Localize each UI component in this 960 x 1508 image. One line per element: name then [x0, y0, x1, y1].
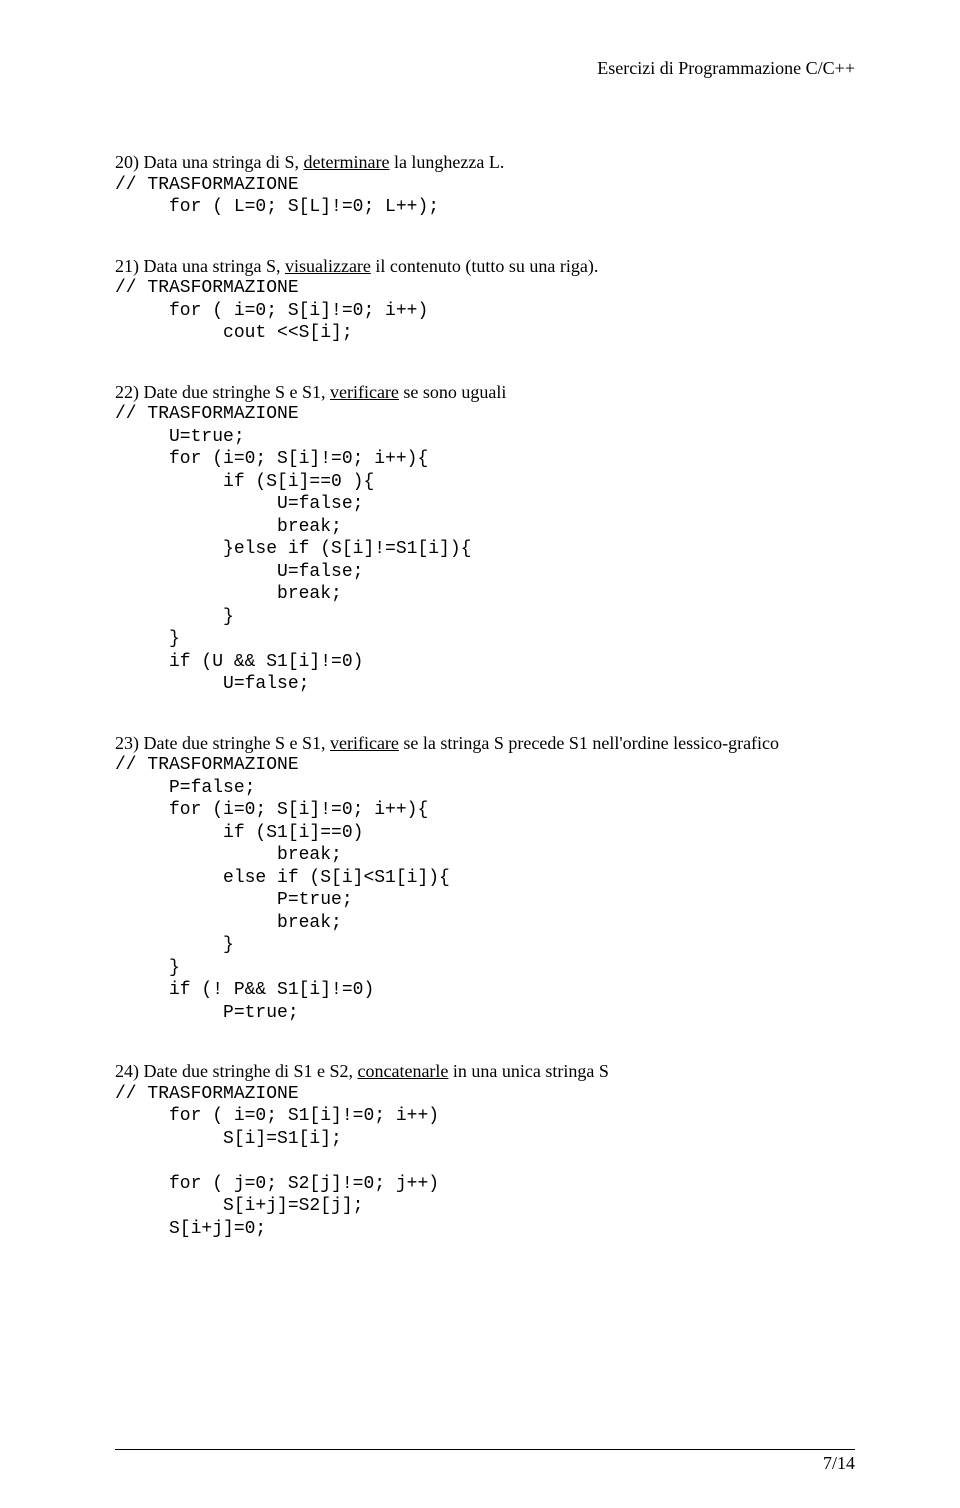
code-line: if (S[i]==0 ){ — [115, 471, 855, 494]
code-line: for (i=0; S[i]!=0; i++){ — [115, 799, 855, 822]
exercise-23-title: 23) Date due stringhe S e S1, verificare… — [115, 732, 855, 755]
code-line: S[i+j]=0; — [115, 1218, 855, 1241]
exercise-21-title: 21) Data una stringa S, visualizzare il … — [115, 255, 855, 278]
code-line: } — [115, 628, 855, 651]
exercise-20-number: 20) — [115, 152, 139, 172]
code-line: // TRASFORMAZIONE — [115, 1083, 855, 1106]
code-line: // TRASFORMAZIONE — [115, 754, 855, 777]
code-line: U=false; — [115, 561, 855, 584]
page-number: 7/14 — [823, 1453, 855, 1474]
code-line: P=true; — [115, 1002, 855, 1025]
code-line: } — [115, 957, 855, 980]
exercise-22-code: // TRASFORMAZIONE U=true; for (i=0; S[i]… — [115, 403, 855, 696]
code-line — [115, 1150, 855, 1173]
exercise-24-keyword: concatenarle — [357, 1061, 448, 1081]
code-line: } — [115, 606, 855, 629]
exercise-20-title: 20) Data una stringa di S, determinare l… — [115, 151, 855, 174]
exercise-22-keyword: verificare — [330, 382, 399, 402]
exercise-22-number: 22) — [115, 382, 139, 402]
code-line: // TRASFORMAZIONE — [115, 277, 855, 300]
exercise-23-text-a: Date due stringhe S e S1, — [144, 733, 330, 753]
code-line: P=false; — [115, 777, 855, 800]
page-header: Esercizi di Programmazione C/C++ — [115, 58, 855, 79]
exercise-21-keyword: visualizzare — [285, 256, 371, 276]
exercise-23-keyword: verificare — [330, 733, 399, 753]
code-line: break; — [115, 912, 855, 935]
exercise-22-text-b: se sono uguali — [399, 382, 507, 402]
code-line: if (U && S1[i]!=0) — [115, 651, 855, 674]
exercise-24-number: 24) — [115, 1061, 139, 1081]
code-line: for ( i=0; S[i]!=0; i++) — [115, 300, 855, 323]
exercise-23: 23) Date due stringhe S e S1, verificare… — [115, 732, 855, 1025]
exercise-21: 21) Data una stringa S, visualizzare il … — [115, 255, 855, 345]
code-line: // TRASFORMAZIONE — [115, 174, 855, 197]
code-line: break; — [115, 516, 855, 539]
exercise-24-title: 24) Date due stringhe di S1 e S2, concat… — [115, 1060, 855, 1083]
code-line: U=false; — [115, 673, 855, 696]
exercise-20-text-b: la lunghezza L. — [389, 152, 504, 172]
code-line: }else if (S[i]!=S1[i]){ — [115, 538, 855, 561]
code-line: for ( i=0; S1[i]!=0; i++) — [115, 1105, 855, 1128]
exercise-23-code: // TRASFORMAZIONE P=false; for (i=0; S[i… — [115, 754, 855, 1024]
code-line: // TRASFORMAZIONE — [115, 403, 855, 426]
footer-rule — [115, 1449, 855, 1450]
code-line: P=true; — [115, 889, 855, 912]
exercise-22: 22) Date due stringhe S e S1, verificare… — [115, 381, 855, 696]
exercise-21-code: // TRASFORMAZIONE for ( i=0; S[i]!=0; i+… — [115, 277, 855, 345]
code-line: U=false; — [115, 493, 855, 516]
code-line: for ( L=0; S[L]!=0; L++); — [115, 196, 855, 219]
exercise-23-text-b: se la stringa S precede S1 nell'ordine l… — [399, 733, 779, 753]
exercise-20: 20) Data una stringa di S, determinare l… — [115, 151, 855, 219]
code-line: break; — [115, 583, 855, 606]
exercise-24-code: // TRASFORMAZIONE for ( i=0; S1[i]!=0; i… — [115, 1083, 855, 1241]
exercise-24-text-b: in una unica stringa S — [448, 1061, 608, 1081]
exercise-20-text-a: Data una stringa di S, — [144, 152, 304, 172]
exercise-20-keyword: determinare — [303, 152, 389, 172]
exercise-24-text-a: Date due stringhe di S1 e S2, — [144, 1061, 358, 1081]
exercise-23-number: 23) — [115, 733, 139, 753]
code-line: } — [115, 934, 855, 957]
exercise-24: 24) Date due stringhe di S1 e S2, concat… — [115, 1060, 855, 1240]
code-line: for ( j=0; S2[j]!=0; j++) — [115, 1173, 855, 1196]
exercise-21-text-a: Data una stringa S, — [144, 256, 285, 276]
code-line: S[i+j]=S2[j]; — [115, 1195, 855, 1218]
code-line: if (! P&& S1[i]!=0) — [115, 979, 855, 1002]
code-line: cout <<S[i]; — [115, 322, 855, 345]
exercise-22-title: 22) Date due stringhe S e S1, verificare… — [115, 381, 855, 404]
code-line: U=true; — [115, 426, 855, 449]
code-line: if (S1[i]==0) — [115, 822, 855, 845]
exercise-22-text-a: Date due stringhe S e S1, — [144, 382, 330, 402]
exercise-20-code: // TRASFORMAZIONE for ( L=0; S[L]!=0; L+… — [115, 174, 855, 219]
code-line: else if (S[i]<S1[i]){ — [115, 867, 855, 890]
exercise-21-text-b: il contenuto (tutto su una riga). — [371, 256, 598, 276]
code-line: S[i]=S1[i]; — [115, 1128, 855, 1151]
code-line: break; — [115, 844, 855, 867]
exercise-21-number: 21) — [115, 256, 139, 276]
code-line: for (i=0; S[i]!=0; i++){ — [115, 448, 855, 471]
